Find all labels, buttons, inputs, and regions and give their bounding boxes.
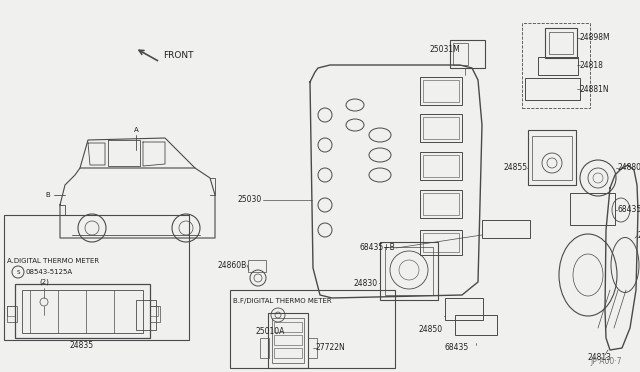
Text: 25031: 25031 <box>638 231 640 240</box>
Bar <box>453 43 468 65</box>
Text: FRONT: FRONT <box>163 51 193 60</box>
Bar <box>423 117 459 139</box>
Text: B: B <box>45 192 51 198</box>
Bar <box>423 155 459 177</box>
Bar <box>445 298 483 320</box>
Text: JP·A00·7: JP·A00·7 <box>590 357 621 366</box>
Text: S: S <box>16 269 20 275</box>
Bar <box>549 32 573 54</box>
Text: 25031M: 25031M <box>429 45 460 55</box>
Bar <box>420 190 462 218</box>
Text: 68435: 68435 <box>445 343 469 353</box>
Bar <box>538 57 578 75</box>
Text: A: A <box>134 127 138 133</box>
Bar <box>15 284 150 338</box>
Text: (2): (2) <box>39 279 49 285</box>
Text: 08543-5125A: 08543-5125A <box>26 269 73 275</box>
Text: 25030: 25030 <box>237 196 262 205</box>
Bar <box>380 242 438 300</box>
Text: 24850: 24850 <box>419 326 443 334</box>
Bar <box>420 152 462 180</box>
Bar <box>150 306 158 316</box>
Text: 24818: 24818 <box>580 61 604 70</box>
Text: A.DIGITAL THERMO METER: A.DIGITAL THERMO METER <box>7 258 99 264</box>
Bar <box>545 28 577 58</box>
Bar <box>22 290 143 333</box>
Bar <box>385 247 433 295</box>
Bar <box>532 136 572 180</box>
Text: 24880: 24880 <box>618 164 640 173</box>
Text: 24860B: 24860B <box>218 260 247 269</box>
Text: B.F/DIGITAL THERMO METER: B.F/DIGITAL THERMO METER <box>233 298 332 304</box>
Bar <box>7 306 15 316</box>
Bar <box>450 40 485 68</box>
Bar <box>248 260 266 272</box>
Text: 24835: 24835 <box>70 340 94 350</box>
Text: 24830: 24830 <box>354 279 378 288</box>
Text: 27722N: 27722N <box>315 343 345 353</box>
Bar <box>260 338 269 358</box>
Bar <box>528 130 576 185</box>
Bar <box>274 348 302 358</box>
Bar <box>420 230 462 255</box>
Bar <box>455 315 497 335</box>
Bar <box>7 306 17 322</box>
Bar <box>274 322 302 332</box>
Bar <box>136 300 156 330</box>
Text: 24881N: 24881N <box>580 84 610 93</box>
Bar <box>272 318 304 363</box>
Bar <box>482 220 530 238</box>
Bar <box>525 78 580 100</box>
Bar <box>274 335 302 345</box>
Bar <box>150 306 160 322</box>
Bar <box>570 193 615 225</box>
Text: 24898M: 24898M <box>580 33 611 42</box>
Text: 25010A: 25010A <box>255 327 285 337</box>
Text: 24813: 24813 <box>588 353 612 362</box>
Bar <box>420 77 462 105</box>
Bar <box>308 338 317 358</box>
Text: 68435+A: 68435+A <box>617 205 640 215</box>
Bar <box>423 80 459 102</box>
Bar <box>423 193 459 215</box>
Bar <box>230 290 395 368</box>
Bar <box>420 114 462 142</box>
Bar <box>522 23 590 108</box>
Text: 24855: 24855 <box>504 164 528 173</box>
Bar <box>268 313 308 368</box>
Text: 68435+B: 68435+B <box>359 244 395 253</box>
Bar <box>423 233 459 252</box>
Bar <box>4 215 189 340</box>
